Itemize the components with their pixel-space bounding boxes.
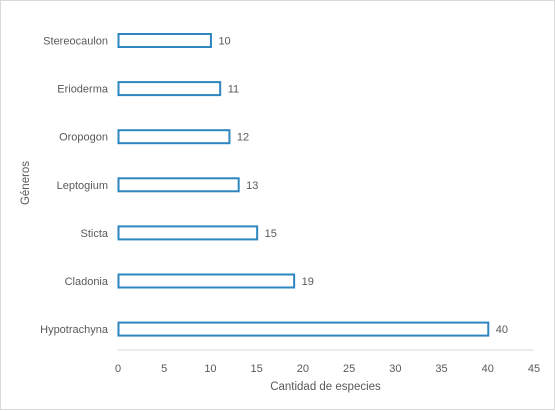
bar-stereocaulon	[117, 33, 212, 48]
x-tick-label: 30	[389, 363, 401, 375]
y-axis-title: Géneros	[20, 161, 32, 205]
category-labels: Stereocaulon Erioderma Oropogon Leptogium St…	[40, 36, 109, 337]
data-label: 11	[228, 84, 239, 96]
bar-sticta	[117, 225, 259, 241]
x-tick-label: 40	[482, 363, 494, 375]
category-label: Stereocaulon	[43, 36, 108, 48]
x-tick-labels: 0 5 10 15 20 25 30 35 40 45	[115, 363, 540, 375]
category-label: Cladonia	[65, 276, 109, 288]
data-label: 40	[496, 324, 508, 336]
category-label: Leptogium	[57, 180, 108, 192]
data-label: 19	[302, 276, 314, 288]
bar-cladonia	[117, 273, 296, 289]
data-label: 13	[246, 180, 258, 192]
data-label: 12	[237, 132, 249, 144]
bar-erioderma	[117, 81, 222, 97]
x-tick-label: 15	[251, 363, 263, 375]
x-tick-label: 20	[297, 363, 309, 375]
x-tick-label: 25	[343, 363, 355, 375]
value-labels: 10 11 12 13 15 19 40	[218, 36, 508, 337]
bar-leptogium	[117, 177, 240, 193]
bars-group	[117, 33, 490, 337]
category-label: Oropogon	[59, 132, 108, 144]
x-tick-label: 5	[161, 363, 167, 375]
data-label: 10	[218, 36, 230, 48]
data-label: 15	[265, 228, 277, 240]
bar-hypotrachyna	[117, 321, 490, 337]
x-axis-title: Cantidad de especies	[270, 381, 381, 393]
category-label: Erioderma	[57, 84, 109, 96]
category-label: Hypotrachyna	[40, 324, 109, 336]
x-tick-label: 35	[435, 363, 447, 375]
x-tick-label: 45	[528, 363, 540, 375]
x-tick-label: 0	[115, 363, 121, 375]
category-label: Sticta	[80, 228, 108, 240]
x-tick-label: 10	[204, 363, 216, 375]
bar-oropogon	[117, 129, 231, 145]
